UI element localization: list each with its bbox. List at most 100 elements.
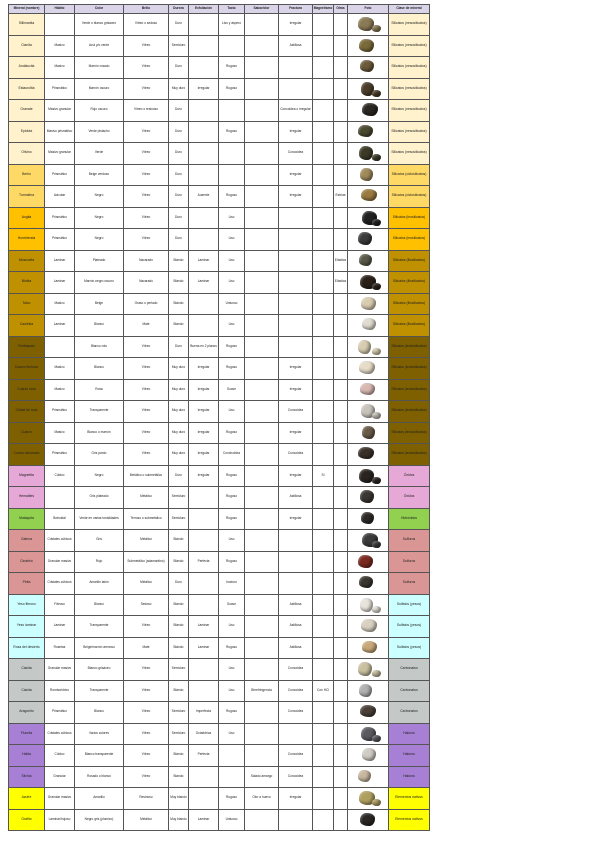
cell-other bbox=[333, 99, 348, 122]
cell-habit: Prismático bbox=[44, 163, 75, 186]
rock-image bbox=[372, 154, 381, 162]
cell-cleavage bbox=[188, 529, 219, 552]
mineral-photo bbox=[347, 206, 389, 229]
cell-habit: Granular bbox=[44, 765, 75, 788]
cell-magnetism bbox=[312, 120, 334, 143]
cell-color: Verde en varias tonalidades bbox=[74, 507, 124, 530]
cell-luster: Metálico bbox=[123, 486, 169, 509]
cell-color: Varios colores bbox=[74, 722, 124, 745]
mineral-photo bbox=[347, 550, 389, 573]
mineral-photo bbox=[347, 615, 389, 638]
cell-hardness: Duro bbox=[168, 142, 189, 165]
cell-magnetism bbox=[312, 765, 334, 788]
rock-image bbox=[362, 425, 375, 439]
cell-luster: Vítreo bbox=[123, 185, 169, 208]
cell-cleavage bbox=[188, 142, 219, 165]
cell-touch bbox=[218, 99, 245, 122]
cell-cleavage bbox=[188, 13, 219, 36]
rock-image bbox=[361, 511, 374, 524]
cell-mineral-class: Silicatos (tectosilicatos) bbox=[388, 335, 430, 358]
cell-other: Estrías bbox=[333, 185, 348, 208]
rock-image bbox=[372, 541, 381, 549]
cell-other bbox=[333, 378, 348, 401]
rock-image bbox=[361, 404, 375, 419]
table-row: Cuarzo ahumado Prismático Gris pardo Vítreo… bbox=[8, 443, 430, 466]
cell-luster: Metálico bbox=[123, 529, 169, 552]
cell-color: Blanco bbox=[74, 593, 124, 616]
cell-color: Verde o blanco grisáceo bbox=[74, 13, 124, 36]
cell-cleavage bbox=[188, 206, 219, 229]
cell-other bbox=[333, 206, 348, 229]
cell-fracture bbox=[278, 314, 313, 337]
cell-touch: Rugoso bbox=[218, 120, 245, 143]
cell-other bbox=[333, 550, 348, 573]
cell-mineral-name: Yeso laminar bbox=[8, 615, 45, 638]
cell-habit: Prismático bbox=[44, 228, 75, 251]
mineral-photo bbox=[347, 99, 389, 122]
cell-magnetism bbox=[312, 378, 334, 401]
cell-habit: Granular masivo bbox=[44, 550, 75, 573]
cell-taste-smell bbox=[244, 378, 279, 401]
cell-hardness: Muy duro bbox=[168, 357, 189, 380]
table-header-row: Mineral (nombre) Hábito Color Brillo Dureza E… bbox=[8, 4, 430, 14]
cell-color: Gris bbox=[74, 529, 124, 552]
cell-fracture bbox=[278, 292, 313, 315]
cell-mineral-name: Talco bbox=[8, 292, 45, 315]
cell-magnetism bbox=[312, 314, 334, 337]
cell-fracture: Irregular bbox=[278, 378, 313, 401]
rock-image bbox=[372, 412, 381, 420]
rock-image bbox=[360, 705, 376, 718]
cell-other bbox=[333, 314, 348, 337]
cell-color: Negro bbox=[74, 464, 124, 487]
cell-hardness: Duro bbox=[168, 163, 189, 186]
cell-taste-smell bbox=[244, 658, 279, 681]
cell-other bbox=[333, 335, 348, 358]
cell-mineral-name: Grafito bbox=[8, 808, 45, 831]
cell-taste-smell bbox=[244, 34, 279, 57]
cell-fracture: Irregular bbox=[278, 787, 313, 810]
cell-other bbox=[333, 357, 348, 380]
cell-taste-smell bbox=[244, 722, 279, 745]
cell-fracture: Concoidea bbox=[278, 658, 313, 681]
cell-color: Marrón oscuro bbox=[74, 77, 124, 100]
cell-color: Amarillo bbox=[74, 787, 124, 810]
cell-habit: Acicular bbox=[44, 185, 75, 208]
cell-mineral-class: Elementos nativos bbox=[388, 808, 430, 831]
table-row: Biotita Laminar Marrón-negro oscuro Nacarad… bbox=[8, 271, 430, 294]
cell-fracture: Astillosa bbox=[278, 636, 313, 659]
cell-habit: Prismático bbox=[44, 701, 75, 724]
rock-image bbox=[372, 218, 381, 226]
cell-luster: Vítreo bbox=[123, 658, 169, 681]
cell-habit: Laminar bbox=[44, 271, 75, 294]
cell-habit: Laminar bbox=[44, 615, 75, 638]
cell-hardness: Blando bbox=[168, 593, 189, 616]
cell-luster: Vítreo bbox=[123, 744, 169, 767]
cell-taste-smell bbox=[244, 185, 279, 208]
minerals-table: Mineral (nombre) Hábito Color Brillo Dureza E… bbox=[8, 4, 430, 831]
cell-touch: Liso bbox=[218, 228, 245, 251]
cell-mineral-class: Silicatos (filosilicatos) bbox=[388, 314, 430, 337]
cell-hardness: Duro bbox=[168, 99, 189, 122]
header-touch: Tacto bbox=[218, 4, 245, 14]
cell-other: Elástica bbox=[333, 249, 348, 272]
cell-other bbox=[333, 679, 348, 702]
cell-luster: Nacarado bbox=[123, 271, 169, 294]
table-row: Magnetita Cúbico Negro Metálico o submetáli… bbox=[8, 464, 430, 487]
cell-mineral-name: Hematites bbox=[8, 486, 45, 509]
cell-taste-smell bbox=[244, 486, 279, 509]
cell-hardness: Blando bbox=[168, 271, 189, 294]
cell-hardness: Blando bbox=[168, 636, 189, 659]
cell-hardness: Muy duro bbox=[168, 77, 189, 100]
cell-mineral-name: Granate bbox=[8, 99, 45, 122]
mineral-photo bbox=[347, 357, 389, 380]
cell-taste-smell: Birrefringencia bbox=[244, 679, 279, 702]
rock-image bbox=[372, 799, 381, 807]
table-row: Rosa del desierto Rosetas Beige/marrón are… bbox=[8, 636, 430, 659]
cell-other bbox=[333, 722, 348, 745]
cell-luster: Vítreo bbox=[123, 722, 169, 745]
cell-cleavage bbox=[188, 765, 219, 788]
table-row: Granate Masivo granular Rojo oscuro Vítreo … bbox=[8, 99, 430, 122]
cell-other bbox=[333, 464, 348, 487]
cell-mineral-name: Silvina bbox=[8, 765, 45, 788]
cell-fracture bbox=[278, 206, 313, 229]
